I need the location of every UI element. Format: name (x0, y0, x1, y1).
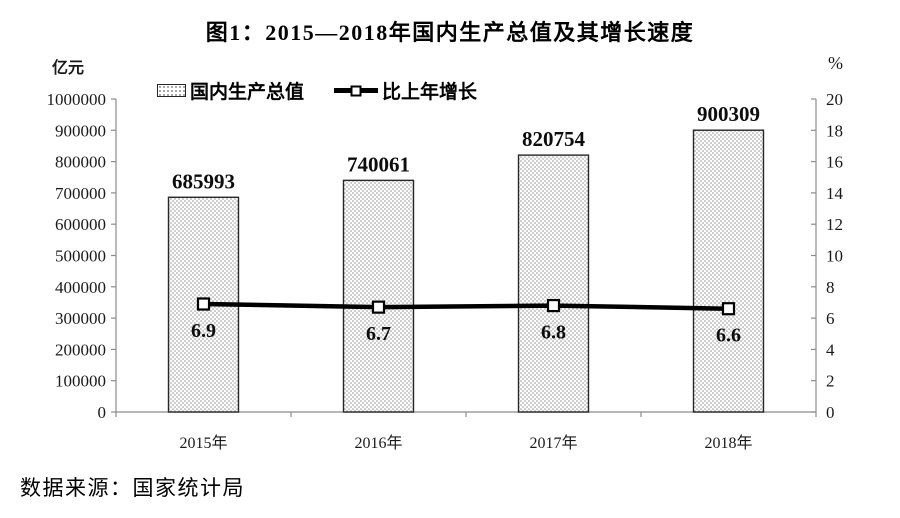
right-axis-tick-label: 10 (826, 247, 843, 266)
bar-value-label: 900309 (697, 102, 760, 126)
left-axis-tick-label: 400000 (55, 278, 106, 297)
line-value-label: 6.8 (541, 322, 566, 344)
right-axis-tick-label: 2 (826, 372, 835, 391)
line-marker (371, 300, 386, 314)
plot-area: 0 100000 200000 300000 400000 500000 600000 700… (47, 90, 844, 452)
gdp-bar (692, 129, 765, 413)
left-axis-tick-label: 700000 (55, 184, 106, 203)
bar-value-label: 685993 (172, 169, 235, 193)
right-axis-tick-label: 12 (826, 215, 843, 234)
right-axis-unit-label: % (828, 53, 843, 73)
right-axis-tick-label: 18 (826, 121, 843, 140)
right-axis-tick-label: 6 (826, 309, 835, 328)
right-axis-tick-label: 0 (826, 403, 835, 422)
left-axis-tick-label: 100000 (55, 372, 106, 391)
left-axis-tick-label: 300000 (55, 309, 106, 328)
left-axis-tick-label: 200000 (55, 340, 106, 359)
line-value-label: 6.6 (716, 325, 741, 347)
left-axis-unit-label: 亿元 (52, 60, 85, 77)
gdp-bar (517, 154, 590, 413)
line-marker (546, 298, 561, 313)
bar-value-label: 820754 (522, 127, 586, 151)
x-axis-category-label: 2016年 (354, 434, 402, 452)
left-axis-tick-label: 0 (98, 403, 107, 422)
chart-legend: 国内生产总值 比上年增长 (157, 77, 477, 104)
growth-rate-line (203, 301, 729, 311)
line-value-label: 6.9 (191, 320, 216, 342)
legend-label-gdp: 国内生产总值 (190, 82, 305, 103)
x-axis-category-label: 2015年 (179, 434, 227, 452)
line-marker (721, 302, 736, 316)
square-marker-icon (350, 85, 362, 96)
gdp-bar (342, 179, 415, 413)
line-value-label: 6.7 (366, 323, 391, 345)
x-axis-category-label: 2017年 (529, 434, 577, 452)
left-axis-tick-label: 900000 (55, 121, 106, 140)
left-axis-tick-label: 800000 (55, 153, 106, 172)
line-marker-swatch-icon (334, 85, 379, 96)
left-axis-tick-label: 1000000 (47, 90, 107, 109)
legend-item-growth: 比上年增长 (334, 77, 477, 104)
right-axis-tick-label: 4 (826, 340, 835, 359)
right-axis-tick-label: 16 (826, 153, 843, 172)
line-marker (196, 297, 211, 311)
legend-label-growth: 比上年增长 (382, 82, 478, 103)
legend-item-gdp: 国内生产总值 (157, 77, 304, 104)
right-axis-tick-label: 20 (826, 90, 843, 109)
bar-value-label: 740061 (347, 152, 410, 176)
data-source-note: 数据来源：国家统计局 (20, 477, 245, 500)
x-axis-category-label: 2018年 (704, 434, 752, 452)
right-axis-tick-label: 8 (826, 278, 835, 297)
right-axis-tick-label: 14 (826, 184, 844, 203)
left-axis-tick-label: 600000 (55, 215, 106, 234)
bar-pattern-swatch-icon (157, 84, 186, 97)
left-axis-tick-label: 500000 (55, 247, 106, 266)
chart-title: 图1：2015—2018年国内生产总值及其增长速度 (205, 20, 695, 45)
